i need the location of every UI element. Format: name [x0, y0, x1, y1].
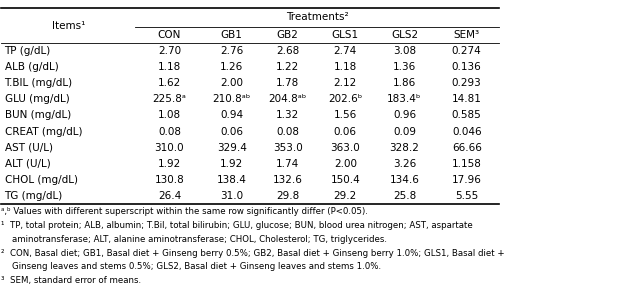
Text: AST (U/L): AST (U/L) [4, 143, 53, 153]
Text: 29.8: 29.8 [276, 191, 300, 201]
Text: 310.0: 310.0 [155, 143, 184, 153]
Text: 1.74: 1.74 [276, 159, 300, 169]
Text: CHOL (mg/dL): CHOL (mg/dL) [4, 175, 78, 185]
Text: SEM³: SEM³ [453, 30, 480, 40]
Text: 1.86: 1.86 [393, 78, 416, 88]
Text: 1.158: 1.158 [452, 159, 481, 169]
Text: 363.0: 363.0 [331, 143, 360, 153]
Text: 2.68: 2.68 [276, 46, 300, 56]
Text: 138.4: 138.4 [217, 175, 247, 185]
Text: 202.6ᵇ: 202.6ᵇ [328, 94, 363, 104]
Text: GB1: GB1 [221, 30, 243, 40]
Text: BUN (mg/dL): BUN (mg/dL) [4, 110, 71, 121]
Text: 130.8: 130.8 [155, 175, 184, 185]
Text: 353.0: 353.0 [273, 143, 303, 153]
Text: 1.32: 1.32 [276, 110, 300, 121]
Text: 0.06: 0.06 [334, 127, 357, 137]
Text: 14.81: 14.81 [452, 94, 481, 104]
Text: ²  CON, Basal diet; GB1, Basal diet + Ginseng berry 0.5%; GB2, Basal diet + Gins: ² CON, Basal diet; GB1, Basal diet + Gin… [1, 249, 505, 258]
Text: 3.08: 3.08 [393, 46, 416, 56]
Text: Ginseng leaves and stems 0.5%; GLS2, Basal diet + Ginseng leaves and stems 1.0%.: Ginseng leaves and stems 0.5%; GLS2, Bas… [1, 263, 382, 272]
Text: 0.08: 0.08 [276, 127, 299, 137]
Text: 31.0: 31.0 [220, 191, 244, 201]
Text: aminotransferase; ALT, alanine aminotransferase; CHOL, Cholesterol; TG, triglyce: aminotransferase; ALT, alanine aminotran… [1, 235, 387, 244]
Text: 1.78: 1.78 [276, 78, 300, 88]
Text: 0.046: 0.046 [452, 127, 481, 137]
Text: T.BIL (mg/dL): T.BIL (mg/dL) [4, 78, 73, 88]
Text: ³  SEM, standard error of means.: ³ SEM, standard error of means. [1, 276, 142, 285]
Text: 1.18: 1.18 [334, 62, 357, 72]
Text: 0.96: 0.96 [393, 110, 416, 121]
Text: 1.36: 1.36 [393, 62, 416, 72]
Text: 2.00: 2.00 [220, 78, 243, 88]
Text: 3.26: 3.26 [393, 159, 416, 169]
Text: 329.4: 329.4 [217, 143, 247, 153]
Text: 0.293: 0.293 [452, 78, 481, 88]
Text: 328.2: 328.2 [389, 143, 419, 153]
Text: 1.26: 1.26 [220, 62, 244, 72]
Text: 0.08: 0.08 [158, 127, 181, 137]
Text: 183.4ᵇ: 183.4ᵇ [387, 94, 422, 104]
Text: 1.22: 1.22 [276, 62, 300, 72]
Text: 25.8: 25.8 [393, 191, 416, 201]
Text: 29.2: 29.2 [334, 191, 357, 201]
Text: 0.94: 0.94 [220, 110, 244, 121]
Text: ᵃ,ᵇ Values with different superscript within the same row significantly differ (: ᵃ,ᵇ Values with different superscript wi… [1, 207, 368, 216]
Text: 1.18: 1.18 [158, 62, 181, 72]
Text: 2.70: 2.70 [158, 46, 181, 56]
Text: 1.92: 1.92 [220, 159, 244, 169]
Text: 5.55: 5.55 [455, 191, 478, 201]
Text: GLU (mg/dL): GLU (mg/dL) [4, 94, 69, 104]
Text: GLS1: GLS1 [332, 30, 359, 40]
Text: Items¹: Items¹ [52, 21, 85, 31]
Text: 134.6: 134.6 [389, 175, 419, 185]
Text: CREAT (mg/dL): CREAT (mg/dL) [4, 127, 82, 137]
Text: 2.76: 2.76 [220, 46, 244, 56]
Text: ALB (g/dL): ALB (g/dL) [4, 62, 59, 72]
Text: 26.4: 26.4 [158, 191, 181, 201]
Text: GLS2: GLS2 [391, 30, 418, 40]
Text: 2.74: 2.74 [334, 46, 357, 56]
Text: 2.12: 2.12 [334, 78, 357, 88]
Text: TG (mg/dL): TG (mg/dL) [4, 191, 63, 201]
Text: 225.8ᵃ: 225.8ᵃ [153, 94, 186, 104]
Text: 210.8ᵃᵇ: 210.8ᵃᵇ [212, 94, 251, 104]
Text: TP (g/dL): TP (g/dL) [4, 46, 51, 56]
Text: 1.92: 1.92 [158, 159, 181, 169]
Text: 2.00: 2.00 [334, 159, 357, 169]
Text: GB2: GB2 [277, 30, 299, 40]
Text: 0.06: 0.06 [220, 127, 243, 137]
Text: ALT (U/L): ALT (U/L) [4, 159, 50, 169]
Text: 1.08: 1.08 [158, 110, 181, 121]
Text: ¹  TP, total protein; ALB, albumin; T.Bil, total bilirubin; GLU, glucose; BUN, b: ¹ TP, total protein; ALB, albumin; T.Bil… [1, 221, 473, 230]
Text: 0.136: 0.136 [452, 62, 481, 72]
Text: Treatments²: Treatments² [286, 12, 349, 22]
Text: 132.6: 132.6 [273, 175, 303, 185]
Text: CON: CON [158, 30, 181, 40]
Text: 150.4: 150.4 [331, 175, 360, 185]
Text: 204.8ᵃᵇ: 204.8ᵃᵇ [268, 94, 307, 104]
Text: 0.09: 0.09 [393, 127, 416, 137]
Text: 0.274: 0.274 [452, 46, 481, 56]
Text: 66.66: 66.66 [452, 143, 481, 153]
Text: 17.96: 17.96 [452, 175, 481, 185]
Text: 1.62: 1.62 [158, 78, 181, 88]
Text: 0.585: 0.585 [452, 110, 481, 121]
Text: 1.56: 1.56 [334, 110, 357, 121]
